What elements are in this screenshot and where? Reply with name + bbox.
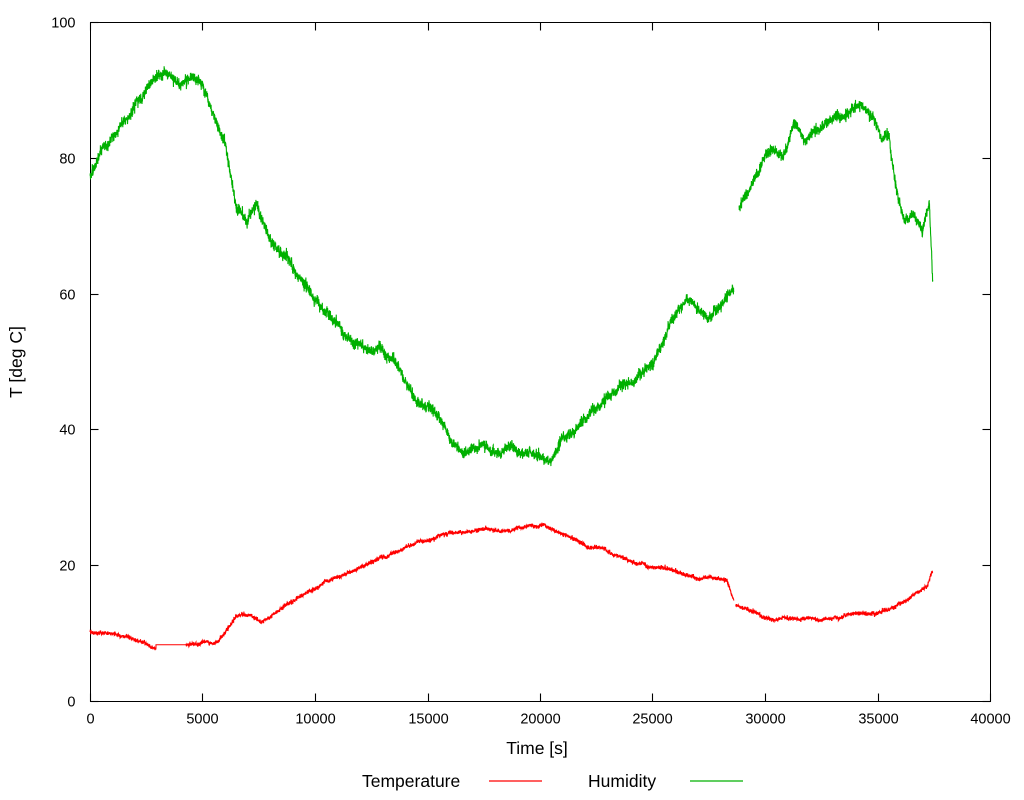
svg-text:10000: 10000: [295, 712, 335, 728]
svg-text:80: 80: [59, 152, 75, 168]
svg-text:20: 20: [59, 559, 75, 575]
svg-text:0: 0: [67, 695, 75, 711]
svg-text:40: 40: [59, 423, 75, 439]
svg-text:T [deg C]: T [deg C]: [6, 326, 26, 398]
svg-text:5000: 5000: [186, 712, 218, 728]
svg-text:20000: 20000: [520, 712, 560, 728]
svg-text:0: 0: [86, 712, 94, 728]
svg-text:30000: 30000: [745, 712, 785, 728]
svg-text:60: 60: [59, 288, 75, 304]
svg-text:35000: 35000: [858, 712, 898, 728]
svg-text:25000: 25000: [632, 712, 672, 728]
svg-text:100: 100: [51, 16, 75, 32]
svg-text:15000: 15000: [408, 712, 448, 728]
svg-text:40000: 40000: [970, 712, 1010, 728]
